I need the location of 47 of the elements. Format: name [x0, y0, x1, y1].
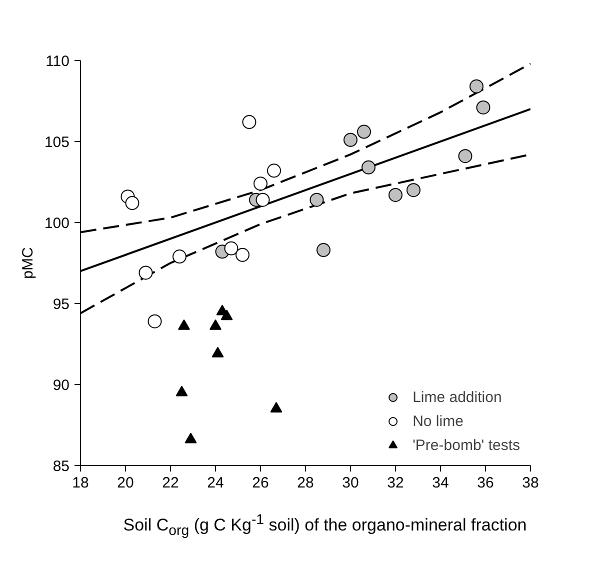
- y-tick-label: 105: [44, 134, 70, 151]
- point: [210, 319, 222, 330]
- y-tick-label: 100: [44, 215, 70, 232]
- point: [224, 241, 238, 256]
- point: [148, 314, 162, 328]
- point: [476, 100, 490, 114]
- point: [362, 160, 376, 174]
- x-tick-label: 32: [387, 474, 404, 492]
- y-axis-title: pMC: [19, 247, 36, 279]
- x-tick-label: 26: [252, 474, 269, 492]
- x-axis-title: Soil C$_{org}$ (g C Kg$^{-1}$ soil) of the organo-mineral fraction: [123, 511, 527, 542]
- point: [176, 386, 188, 396]
- point: [316, 243, 330, 258]
- point: [138, 266, 153, 280]
- point: [406, 183, 420, 198]
- point: [172, 250, 186, 264]
- point: [178, 319, 190, 330]
- point: [357, 124, 371, 139]
- x-tick-label: 28: [297, 474, 314, 492]
- point: [310, 192, 324, 207]
- point: [220, 310, 233, 320]
- point: [242, 115, 256, 130]
- x-tick-label: 22: [162, 474, 179, 492]
- point: [458, 149, 472, 164]
- x-tick-label: 34: [432, 474, 449, 492]
- point: [270, 402, 282, 412]
- point: [125, 196, 140, 210]
- point: [212, 346, 224, 358]
- y-tick-label: 110: [46, 53, 70, 70]
- point: [184, 432, 197, 444]
- y-tick-label: 95: [52, 296, 70, 313]
- point: [267, 164, 281, 178]
- x-tick-label: 36: [477, 474, 494, 492]
- legend-label: 'Pre-bomb' tests: [412, 436, 520, 454]
- y-tick-label: 85: [52, 458, 70, 475]
- point: [388, 188, 402, 202]
- x-tick-label: 24: [207, 474, 224, 492]
- x-tick-label: 18: [72, 474, 89, 492]
- point: [470, 79, 484, 94]
- y-tick-label: 90: [52, 377, 70, 394]
- x-tick-label: 38: [522, 474, 539, 492]
- legend-label: No lime: [412, 412, 464, 430]
- x-tick-label: 30: [342, 474, 359, 492]
- point: [344, 132, 358, 147]
- x-tick-label: 20: [117, 474, 134, 492]
- legend-label: Lime addition: [412, 388, 502, 406]
- point: [256, 192, 270, 207]
